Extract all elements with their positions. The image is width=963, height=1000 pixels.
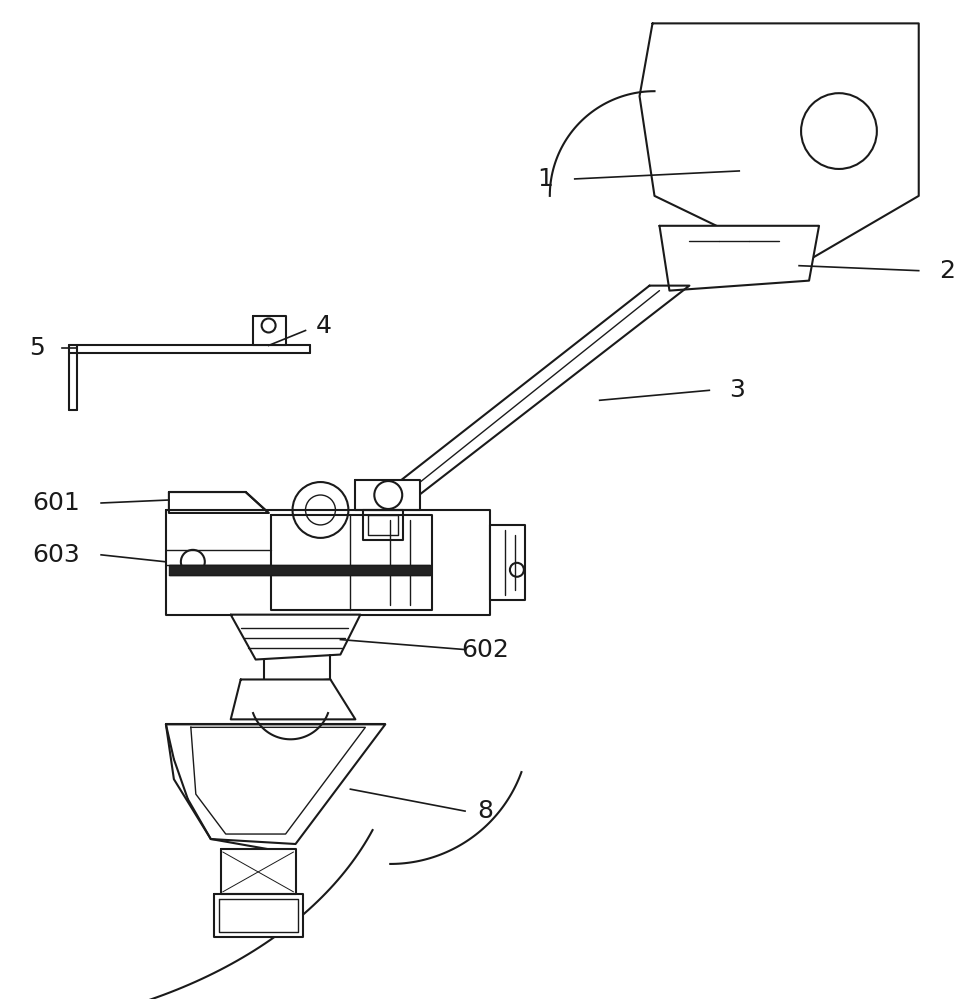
Polygon shape [271,515,432,610]
Text: 601: 601 [33,491,80,515]
Polygon shape [166,724,385,844]
Text: 5: 5 [30,336,45,360]
Text: 4: 4 [316,314,331,338]
Polygon shape [639,23,919,266]
Polygon shape [490,525,525,600]
Polygon shape [363,510,403,540]
Polygon shape [355,480,420,510]
Polygon shape [221,849,296,894]
Polygon shape [231,679,355,719]
Text: 8: 8 [477,799,493,823]
Text: 3: 3 [729,378,745,402]
Text: 603: 603 [33,543,80,567]
Text: 2: 2 [939,259,954,283]
Text: 1: 1 [537,167,553,191]
Polygon shape [231,615,360,660]
Polygon shape [378,286,690,498]
Polygon shape [252,316,286,345]
Polygon shape [660,226,819,291]
Polygon shape [169,492,269,513]
Text: 602: 602 [461,638,508,662]
Polygon shape [214,894,302,937]
Polygon shape [169,565,430,575]
Polygon shape [166,510,490,615]
